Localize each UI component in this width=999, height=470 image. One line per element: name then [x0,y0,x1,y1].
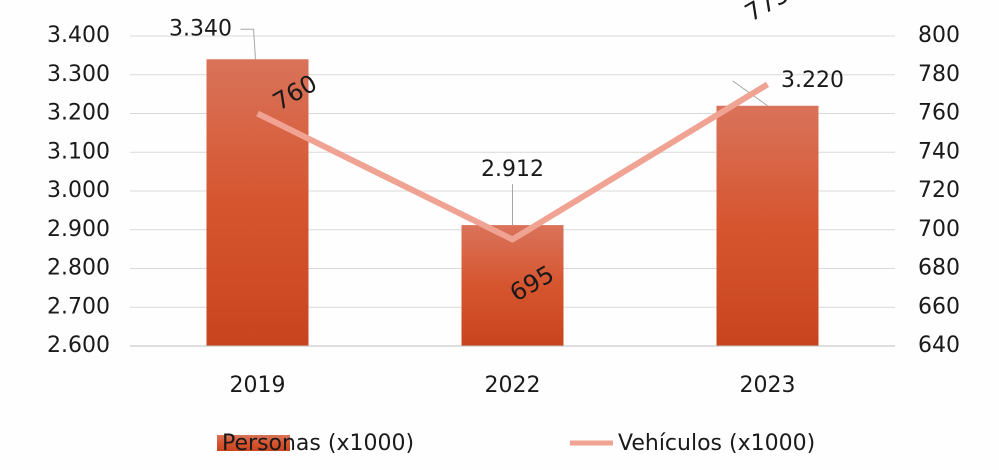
data-label: 2.912 [481,157,544,182]
x-tick-label: 2023 [740,373,796,398]
bar [461,225,564,346]
data-label: 3.340 [169,16,232,41]
legend-label: Personas (x1000) [222,431,414,456]
y2-tick-label: 740 [918,139,960,164]
y-tick-label: 3.000 [47,178,110,203]
y2-tick-label: 680 [918,256,960,281]
legend-label: Vehículos (x1000) [618,431,815,456]
bar [206,59,309,346]
y-tick-label: 3.100 [47,139,110,164]
data-label: 775 [740,0,794,27]
y-tick-label: 2.800 [47,256,110,281]
y-tick-label: 2.700 [47,294,110,319]
y2-tick-label: 660 [918,294,960,319]
y2-tick-label: 640 [918,333,960,358]
y2-tick-label: 760 [918,101,960,126]
y2-tick-label: 700 [918,217,960,242]
x-tick-label: 2022 [485,373,541,398]
y2-tick-label: 800 [918,23,960,48]
data-label: 3.220 [781,68,844,93]
y-tick-label: 3.200 [47,101,110,126]
y2-tick-label: 720 [918,178,960,203]
leader-line [240,28,256,60]
line-series [256,81,770,243]
y-tick-label: 2.900 [47,217,110,242]
y2-tick-label: 780 [918,62,960,87]
y-tick-label: 3.400 [47,23,110,48]
legend-swatch [217,435,290,451]
x-tick-label: 2019 [230,373,286,398]
y-tick-label: 3.300 [47,62,110,87]
y-tick-label: 2.600 [47,333,110,358]
bar [716,105,819,346]
